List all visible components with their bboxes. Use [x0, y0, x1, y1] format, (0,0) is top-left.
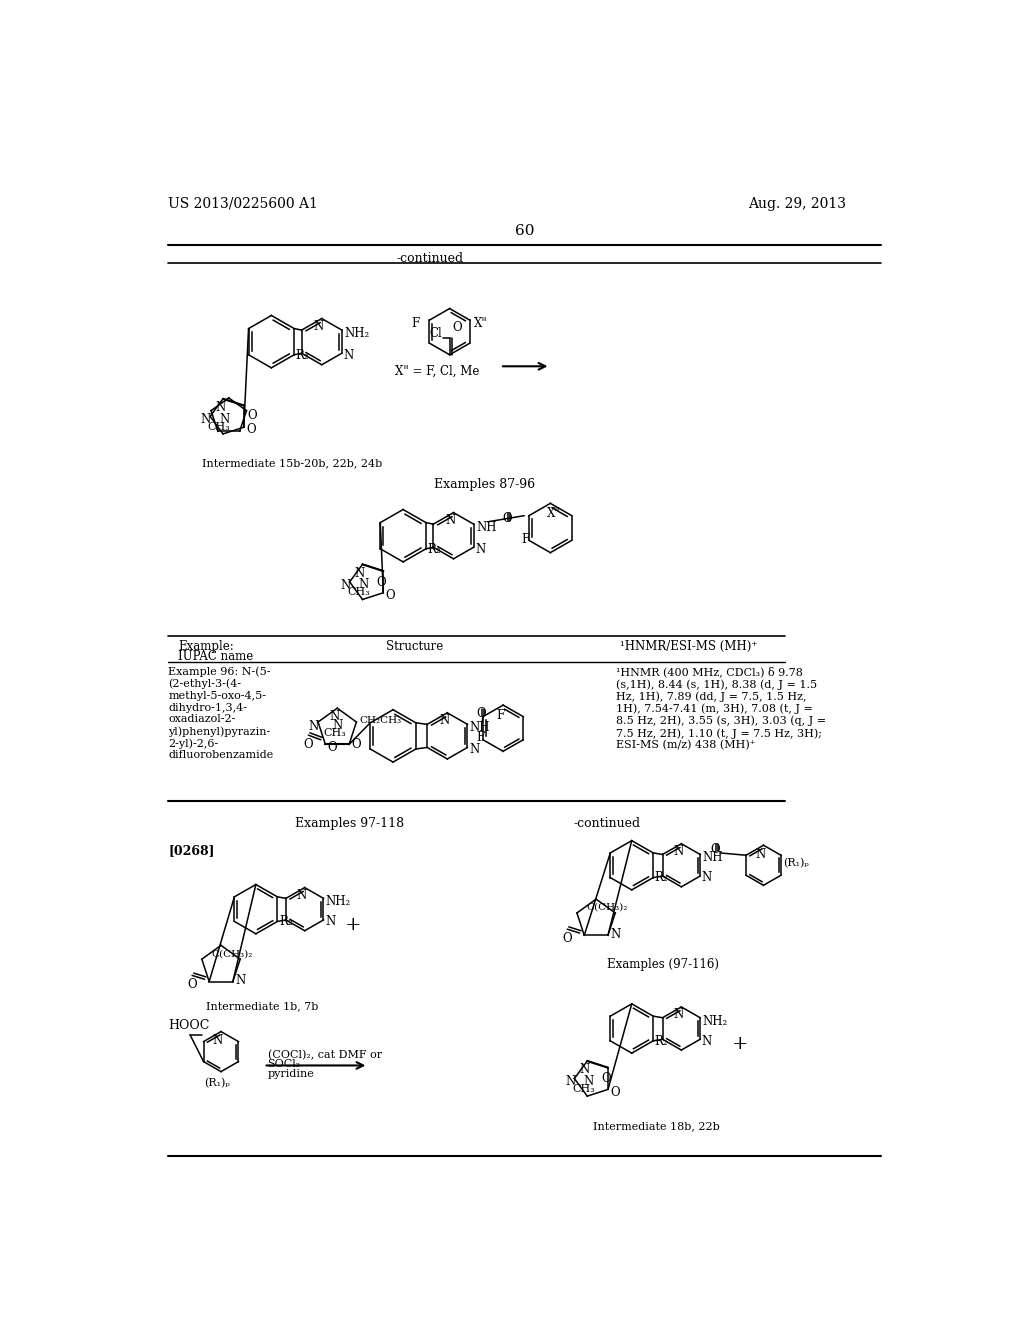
Text: CH₃: CH₃ — [572, 1084, 595, 1094]
Text: N: N — [215, 401, 225, 414]
Text: Intermediate 1b, 7b: Intermediate 1b, 7b — [206, 1002, 317, 1011]
Text: (R₁)ₚ: (R₁)ₚ — [783, 858, 809, 867]
Text: O: O — [187, 978, 197, 991]
Text: O: O — [601, 1072, 610, 1085]
Text: N: N — [325, 915, 335, 928]
Text: IUPAC name: IUPAC name — [178, 649, 254, 663]
Text: Examples 87-96: Examples 87-96 — [434, 478, 536, 491]
Text: SOCl₂: SOCl₂ — [267, 1059, 301, 1069]
Text: +: + — [344, 916, 361, 935]
Text: [0268]: [0268] — [168, 843, 215, 857]
Text: Aug. 29, 2013: Aug. 29, 2013 — [748, 197, 846, 211]
Text: O: O — [562, 932, 572, 945]
Text: N: N — [330, 710, 340, 723]
Text: (R₁)ₚ: (R₁)ₚ — [204, 1077, 230, 1088]
Text: O: O — [351, 738, 361, 751]
Text: N: N — [313, 321, 324, 333]
Text: NH₂: NH₂ — [344, 327, 370, 341]
Text: +: + — [732, 1035, 749, 1052]
Text: X" = F, Cl, Me: X" = F, Cl, Me — [395, 364, 480, 378]
Text: N: N — [584, 1074, 594, 1088]
Text: N: N — [580, 1064, 590, 1076]
Text: N: N — [565, 1076, 575, 1089]
Text: N: N — [439, 714, 450, 727]
Text: NH₂: NH₂ — [326, 895, 351, 908]
Text: O: O — [610, 1085, 620, 1098]
Text: N: N — [701, 871, 712, 884]
Text: NH: NH — [470, 721, 490, 734]
Text: F: F — [412, 317, 420, 330]
Text: N: N — [610, 928, 621, 941]
Text: NH₂: NH₂ — [702, 1015, 728, 1028]
Text: N: N — [343, 348, 353, 362]
Text: O: O — [502, 512, 512, 525]
Text: O: O — [248, 409, 257, 422]
Text: X": X" — [474, 317, 487, 330]
Text: N: N — [445, 515, 456, 527]
Text: N: N — [354, 566, 365, 579]
Text: N: N — [309, 721, 319, 734]
Text: O: O — [328, 742, 337, 754]
Text: N: N — [201, 413, 211, 426]
Text: N: N — [673, 845, 683, 858]
Text: CH₃: CH₃ — [208, 422, 230, 432]
Text: C(CH₃)₂: C(CH₃)₂ — [587, 903, 628, 912]
Text: pyridine: pyridine — [267, 1069, 314, 1078]
Text: O: O — [711, 843, 721, 855]
Text: N: N — [756, 847, 766, 861]
Text: N: N — [469, 743, 479, 756]
Text: -continued: -continued — [573, 817, 641, 830]
Text: O: O — [376, 576, 386, 589]
Text: N: N — [358, 578, 369, 591]
Text: R₂: R₂ — [296, 348, 309, 362]
Text: (COCl)₂, cat DMF or: (COCl)₂, cat DMF or — [267, 1051, 382, 1060]
Text: N: N — [297, 890, 307, 902]
Text: N: N — [236, 974, 246, 987]
Text: Example 96: N-(5-
(2-ethyl-3-(4-
methyl-5-oxo-4,5-
dihydro-1,3,4-
oxadiazol-2-
y: Example 96: N-(5- (2-ethyl-3-(4- methyl-… — [168, 667, 273, 760]
Text: N: N — [701, 1035, 712, 1048]
Text: O: O — [476, 708, 485, 719]
Text: NH: NH — [702, 851, 723, 865]
Text: Cl: Cl — [429, 326, 442, 339]
Text: Example:: Example: — [178, 640, 234, 653]
Text: Intermediate 15b-20b, 22b, 24b: Intermediate 15b-20b, 22b, 24b — [202, 459, 382, 469]
Text: 60: 60 — [515, 224, 535, 238]
Text: O: O — [386, 589, 395, 602]
Text: Examples 97-118: Examples 97-118 — [295, 817, 403, 830]
Text: N: N — [673, 1008, 683, 1022]
Text: F: F — [497, 709, 505, 722]
Text: O: O — [453, 321, 463, 334]
Text: O: O — [304, 738, 313, 751]
Text: ¹HNMR/ESI-MS (MH)⁺: ¹HNMR/ESI-MS (MH)⁺ — [621, 640, 758, 653]
Text: F: F — [521, 533, 530, 545]
Text: N: N — [475, 543, 485, 556]
Text: R₂: R₂ — [427, 543, 441, 556]
Text: Intermediate 18b, 22b: Intermediate 18b, 22b — [593, 1121, 720, 1131]
Text: CH₃: CH₃ — [324, 729, 346, 738]
Text: R₂: R₂ — [279, 915, 293, 928]
Text: O: O — [246, 424, 256, 437]
Text: F: F — [476, 730, 484, 743]
Text: -continued: -continued — [396, 252, 464, 265]
Text: ¹HNMR (400 MHz, CDCl₃) δ 9.78
(s,1H), 8.44 (s, 1H), 8.38 (d, J = 1.5
Hz, 1H), 7.: ¹HNMR (400 MHz, CDCl₃) δ 9.78 (s,1H), 8.… — [616, 667, 826, 751]
Text: R₂: R₂ — [654, 1035, 669, 1048]
Text: N: N — [219, 413, 229, 425]
Text: HOOC: HOOC — [168, 1019, 210, 1032]
Text: Examples (97-116): Examples (97-116) — [607, 958, 719, 970]
Text: N: N — [333, 719, 343, 733]
Text: CH₃: CH₃ — [347, 587, 370, 598]
Text: N: N — [213, 1034, 223, 1047]
Text: Structure: Structure — [386, 640, 443, 653]
Text: NH: NH — [476, 521, 497, 535]
Text: C(CH₃)₂: C(CH₃)₂ — [212, 949, 253, 958]
Text: R₂: R₂ — [654, 871, 669, 884]
Text: CH₂CH₃: CH₂CH₃ — [359, 715, 401, 725]
Text: X": X" — [547, 507, 561, 520]
Text: US 2013/0225600 A1: US 2013/0225600 A1 — [168, 197, 318, 211]
Text: N: N — [340, 578, 350, 591]
